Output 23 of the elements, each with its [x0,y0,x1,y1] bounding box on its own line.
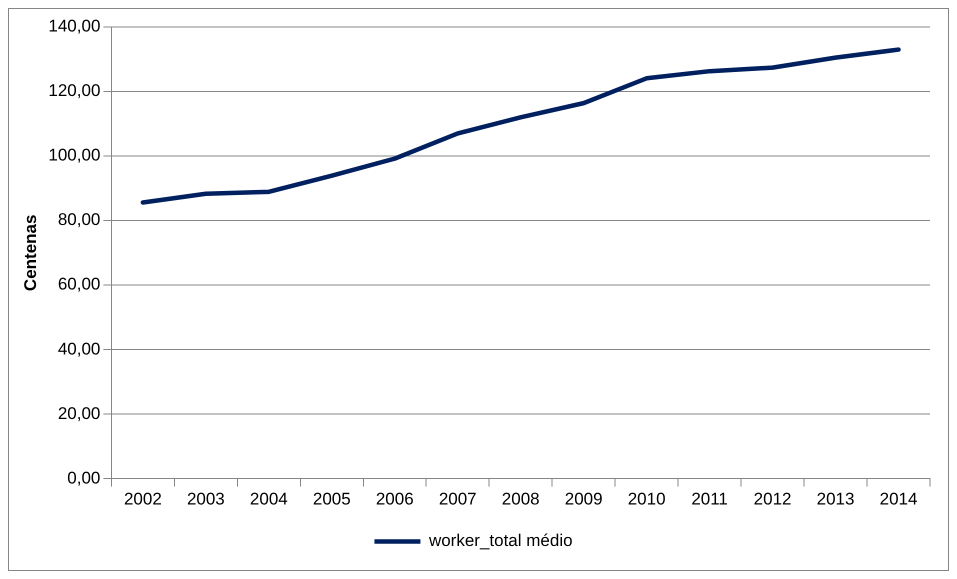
y-tick-label: 40,00 [58,339,100,358]
x-tick-label: 2014 [880,489,918,508]
x-tick-label: 2007 [438,489,477,508]
x-tick-label: 2004 [250,489,288,508]
x-tick-label: 2012 [754,489,792,508]
x-tick-label: 2003 [186,489,225,508]
y-tick-label: 140,00 [48,16,100,36]
y-tick-label: 60,00 [58,274,100,294]
x-tick-label: 2006 [376,489,414,508]
x-tick-label: 2013 [816,489,854,508]
x-tick-label: 2002 [124,489,162,508]
y-tick-label: 120,00 [48,81,100,100]
y-tick-label: 20,00 [58,404,100,423]
x-tick-label: 2010 [628,489,666,508]
x-tick-label: 2011 [691,489,728,508]
y-tick-label: 100,00 [48,146,100,165]
legend-label: worker_total médio [428,531,573,550]
y-tick-label: 80,00 [58,210,100,230]
y-axis-title: Centenas [20,214,40,292]
x-tick-label: 2005 [312,489,351,508]
x-tick-label: 2008 [502,489,540,508]
y-tick-label: 0,00 [67,468,100,488]
x-tick-label: 2009 [564,489,603,508]
